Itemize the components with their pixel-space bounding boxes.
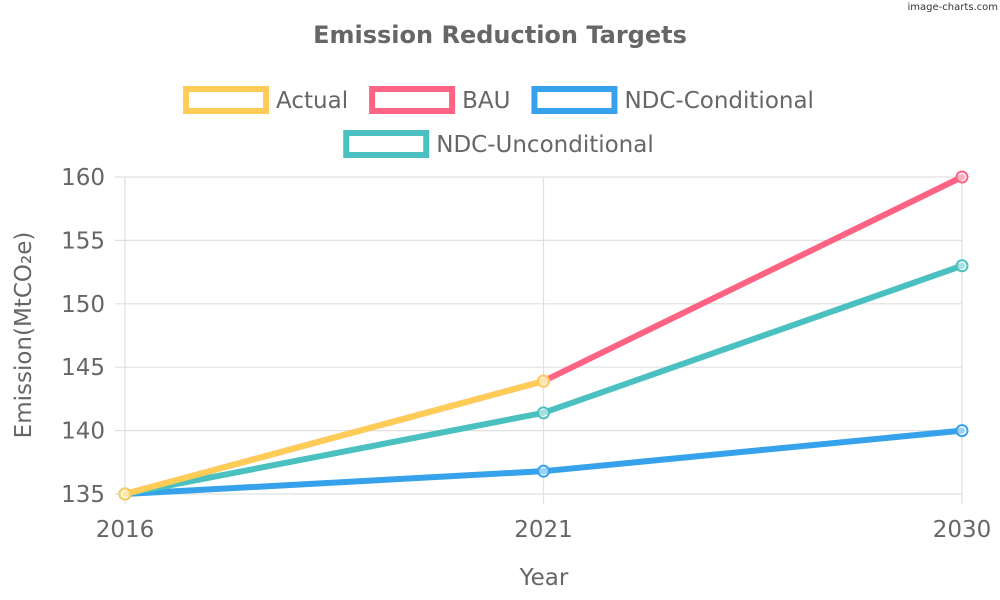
chart-title: Emission Reduction Targets [313,21,687,49]
y-tick-label: 135 [61,482,105,508]
legend-item-ndc-unconditional[interactable]: NDC-Unconditional [343,130,654,158]
x-tick-label: 2016 [96,517,155,543]
legend-item-bau[interactable]: BAU [369,86,510,114]
legend-label: NDC-Conditional [624,88,814,114]
legend: Actual BAU NDC-Conditional NDC-Unconditiona… [183,86,814,158]
y-tick-label: 150 [61,292,105,318]
y-tick-label: 160 [61,165,105,191]
legend-item-ndc-conditional[interactable]: NDC-Conditional [531,86,814,114]
legend-swatch [343,130,430,158]
data-point-actual[interactable] [118,487,132,501]
legend-label: NDC-Unconditional [436,132,654,158]
legend-item-actual[interactable]: Actual [183,86,348,114]
legend-swatch [369,86,456,114]
y-tick-label: 140 [61,419,105,445]
data-point-ndc-conditional[interactable] [537,464,550,478]
data-point-ndc-unconditional[interactable] [537,406,550,420]
data-point-bau[interactable] [955,170,969,184]
grid [115,176,963,504]
y-tick-label: 155 [61,228,105,254]
series-actual [118,374,550,501]
series-group [118,170,969,501]
y-tick-label: 145 [61,355,105,381]
data-point-ndc-conditional[interactable] [955,424,969,438]
legend-swatch [183,86,270,114]
x-tick-label: 2030 [933,517,992,543]
series-line-actual [122,378,547,497]
legend-label: BAU [462,88,510,114]
data-point-actual[interactable] [537,374,550,388]
x-tick-label: 2021 [514,517,573,543]
y-axis-ticks: 135 140 145 150 155 160 [61,165,105,508]
y-axis-title: Emission(MtCO₂e) [11,232,37,439]
legend-label: Actual [276,88,348,114]
x-axis-ticks: 2016 2021 2030 [96,517,992,543]
watermark: image-charts.com [908,2,999,13]
x-axis-title: Year [519,565,569,591]
legend-swatch [531,86,618,114]
data-point-ndc-unconditional[interactable] [955,259,969,273]
